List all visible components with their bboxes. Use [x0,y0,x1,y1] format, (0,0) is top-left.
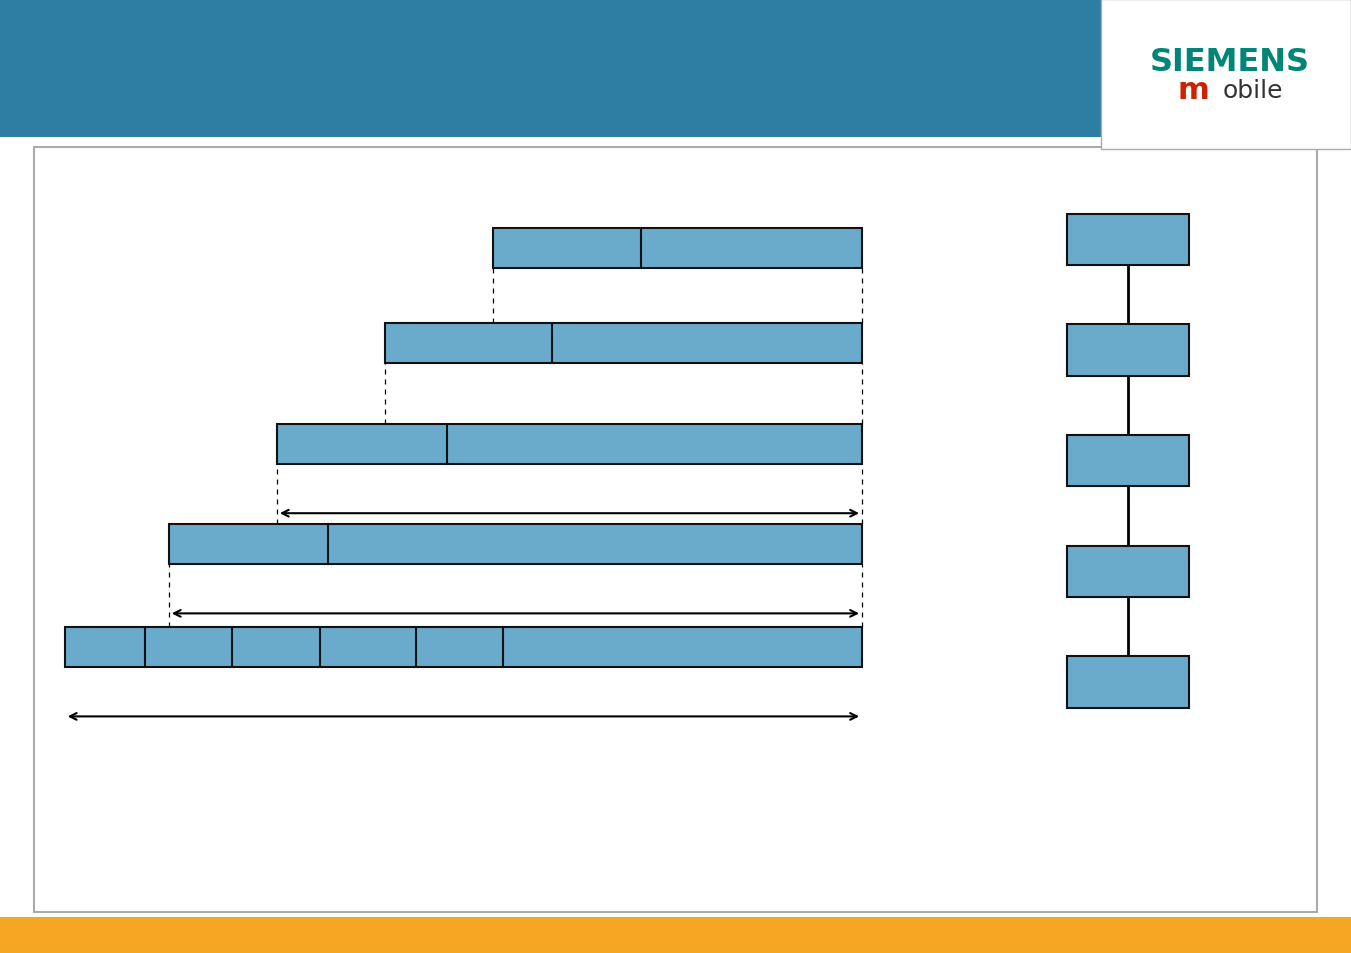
Bar [385,324,862,364]
Bar [1101,0,1351,150]
Bar [0,0,1351,138]
Bar [1067,214,1189,266]
Bar [0,917,1351,953]
Bar [493,229,862,269]
Text: obile: obile [1223,78,1283,103]
Text: m: m [1178,76,1209,105]
Bar [1067,436,1189,487]
Bar [34,148,1317,912]
Bar [277,424,862,464]
Bar [1067,325,1189,376]
Bar [1067,657,1189,708]
Bar [65,627,862,667]
Bar [1067,546,1189,598]
Text: SIEMENS: SIEMENS [1150,47,1310,77]
Bar [169,524,862,564]
